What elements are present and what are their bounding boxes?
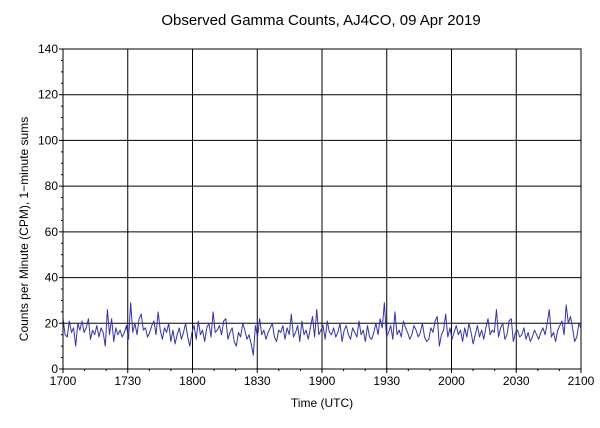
x-tick-label: 2030 <box>503 374 530 388</box>
grid-layer <box>62 48 582 370</box>
y-tick-label: 40 <box>45 271 59 285</box>
x-tick-label: 1700 <box>50 374 77 388</box>
x-tick-label: 1930 <box>373 374 400 388</box>
x-tick-label: 1900 <box>309 374 336 388</box>
x-tick-label: 1830 <box>244 374 271 388</box>
x-axis-label: Time (UTC) <box>291 396 353 410</box>
chart-title: Observed Gamma Counts, AJ4CO, 09 Apr 201… <box>161 12 480 29</box>
y-axis-label: Counts per Minute (CPM), 1−minute sums <box>17 117 31 341</box>
y-tick-label: 0 <box>51 362 58 376</box>
y-tick-label: 140 <box>38 42 58 56</box>
x-tick-label: 2100 <box>568 374 595 388</box>
y-tick-label: 120 <box>38 88 58 102</box>
line-layer <box>62 302 582 356</box>
x-tick-label: 1730 <box>114 374 141 388</box>
y-tick-label: 20 <box>45 316 59 330</box>
x-tick-label: 2000 <box>438 374 465 388</box>
series-line <box>62 302 582 356</box>
tick-labels-layer: 0 20 40 60 80 100 120 140 1700 1730 1800 1830 1900 19… <box>38 42 595 388</box>
y-tick-label: 100 <box>38 133 58 147</box>
y-tick-label: 80 <box>45 179 59 193</box>
x-tick-label: 1800 <box>179 374 206 388</box>
y-tick-label: 60 <box>45 225 59 239</box>
plot-frame <box>62 48 582 370</box>
